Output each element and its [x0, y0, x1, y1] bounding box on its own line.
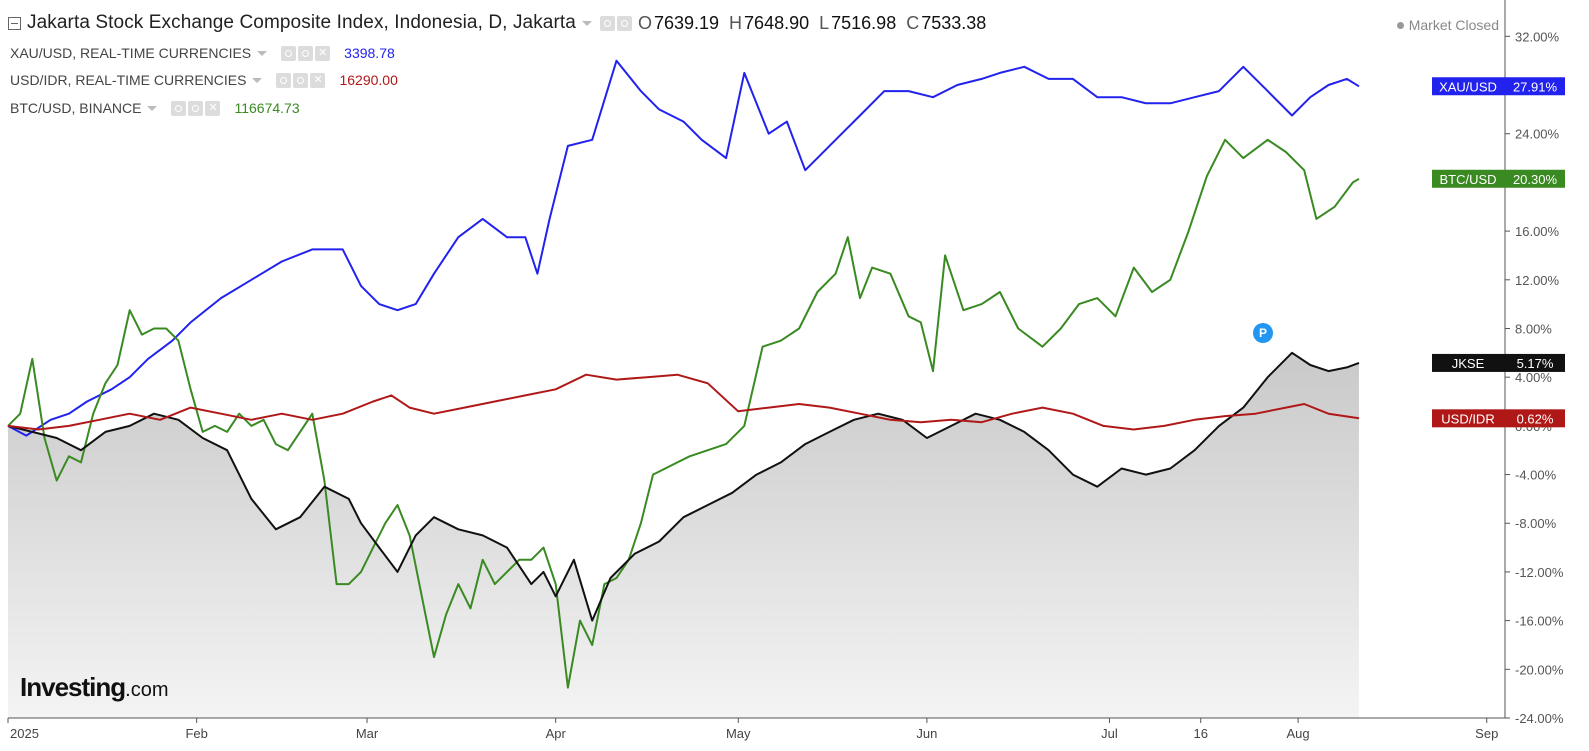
x-tick-label: May: [726, 726, 751, 741]
series-tag-name: JKSE: [1452, 356, 1485, 371]
series-tag-value: 27.91%: [1513, 79, 1558, 94]
status-dot-icon: [1396, 22, 1404, 29]
y-tick-label: 24.00%: [1515, 127, 1560, 142]
close-icon[interactable]: [315, 45, 331, 61]
legend-item-btc[interactable]: BTC/USD, BINANCE 116674.73: [10, 100, 300, 116]
y-tick-label: 8.00%: [1515, 321, 1552, 336]
legend-label: XAU/USD, REAL-TIME CURRENCIES: [10, 45, 252, 61]
market-status: Market Closed: [1396, 17, 1499, 33]
series-tag-xau-usd: XAU/USD 27.91%: [1432, 77, 1565, 96]
legend-item-xau[interactable]: XAU/USD, REAL-TIME CURRENCIES 3398.78: [10, 45, 395, 61]
x-tick-label: 16: [1193, 726, 1207, 741]
series-tag-jkse: JKSE 5.17%: [1432, 353, 1565, 372]
series-tag-value: 20.30%: [1513, 172, 1558, 187]
ohlc-low: L 7516.98: [819, 12, 897, 33]
series-tag-usd-idr: USD/IDR 0.62%: [1432, 409, 1565, 428]
chart-header: Jakarta Stock Exchange Composite Index, …: [8, 12, 996, 34]
y-tick-label: 16.00%: [1515, 224, 1560, 239]
x-tick-label: Mar: [356, 726, 379, 741]
eye-icon[interactable]: [276, 72, 292, 88]
series-tag-value: 5.17%: [1517, 356, 1554, 371]
eye-icon[interactable]: [599, 15, 615, 31]
y-tick-label: -4.00%: [1515, 468, 1557, 483]
x-tick-label: Apr: [546, 726, 567, 741]
legend-item-idr[interactable]: USD/IDR, REAL-TIME CURRENCIES 16290.00: [10, 72, 398, 88]
series-tag-name-bg: [1432, 169, 1505, 188]
chart-title: Jakarta Stock Exchange Composite Index, …: [27, 12, 576, 33]
y-tick-label: -8.00%: [1515, 516, 1557, 531]
series-tag-name-bg: [1432, 409, 1505, 428]
series-line-usd-idr: [7, 373, 1360, 431]
chevron-down-icon[interactable]: [581, 20, 592, 26]
close-icon[interactable]: [310, 72, 326, 88]
gear-icon[interactable]: [188, 100, 204, 116]
y-tick-label: -16.00%: [1515, 614, 1564, 629]
chevron-down-icon[interactable]: [257, 50, 268, 56]
series-tag-name: USD/IDR: [1441, 411, 1494, 426]
series-tag-value: 0.62%: [1517, 411, 1554, 426]
x-tick-label: Aug: [1287, 726, 1310, 741]
legend-label: BTC/USD, BINANCE: [10, 100, 142, 116]
y-tick-label: 12.00%: [1515, 273, 1560, 288]
series-tag-name-bg: [1432, 77, 1505, 96]
x-tick-label: 2025: [10, 726, 39, 741]
x-tick-label: Jun: [916, 726, 937, 741]
series-line-jkse: [7, 351, 1360, 622]
y-tick-label: 32.00%: [1515, 29, 1560, 44]
gear-icon[interactable]: [293, 72, 309, 88]
legend-controls: [171, 100, 221, 116]
x-tick-label: Jul: [1101, 726, 1118, 741]
series-tag-name-bg: [1432, 353, 1505, 372]
eye-icon[interactable]: [171, 100, 187, 116]
series-tag-name: BTC/USD: [1439, 172, 1496, 187]
ohlc-open: O 7639.19: [637, 12, 720, 33]
jkse-area-fill: [8, 352, 1359, 718]
gear-icon[interactable]: [616, 15, 632, 31]
y-tick-label: -12.00%: [1515, 565, 1564, 580]
event-marker[interactable]: P: [1253, 323, 1273, 343]
legend-value: 3398.78: [344, 45, 395, 61]
legend-controls: [281, 45, 331, 61]
investing-logo: Investing.com: [20, 672, 169, 702]
series-tag-name: XAU/USD: [1439, 79, 1497, 94]
chevron-down-icon[interactable]: [252, 77, 263, 83]
legend-controls: [276, 72, 326, 88]
y-tick-label: 4.00%: [1515, 370, 1552, 385]
collapse-icon[interactable]: [8, 16, 21, 30]
x-tick-label: Feb: [185, 726, 207, 741]
y-tick-label: -24.00%: [1515, 711, 1564, 726]
series-tag-value-bg: [1505, 77, 1565, 96]
series-tag-btc-usd: BTC/USD 20.30%: [1432, 169, 1565, 188]
series-line-btc-usd: [7, 138, 1360, 689]
legend-label: USD/IDR, REAL-TIME CURRENCIES: [10, 72, 247, 88]
ohlc-high: H 7648.90: [729, 12, 810, 33]
legend-value: 116674.73: [234, 100, 300, 116]
eye-icon[interactable]: [281, 45, 297, 61]
series-line-xau-usd: [7, 59, 1360, 437]
gear-icon[interactable]: [298, 45, 314, 61]
series-tag-value-bg: [1505, 169, 1565, 188]
x-tick-label: Sep: [1475, 726, 1498, 741]
chevron-down-icon[interactable]: [147, 105, 158, 111]
ohlc-close: C 7533.38: [906, 12, 987, 33]
close-icon[interactable]: [205, 100, 221, 116]
header-controls: [599, 15, 632, 31]
series-tag-value-bg: [1505, 353, 1565, 372]
series-tag-value-bg: [1505, 409, 1565, 428]
y-tick-label: -20.00%: [1515, 662, 1564, 677]
legend-value: 16290.00: [339, 72, 398, 88]
